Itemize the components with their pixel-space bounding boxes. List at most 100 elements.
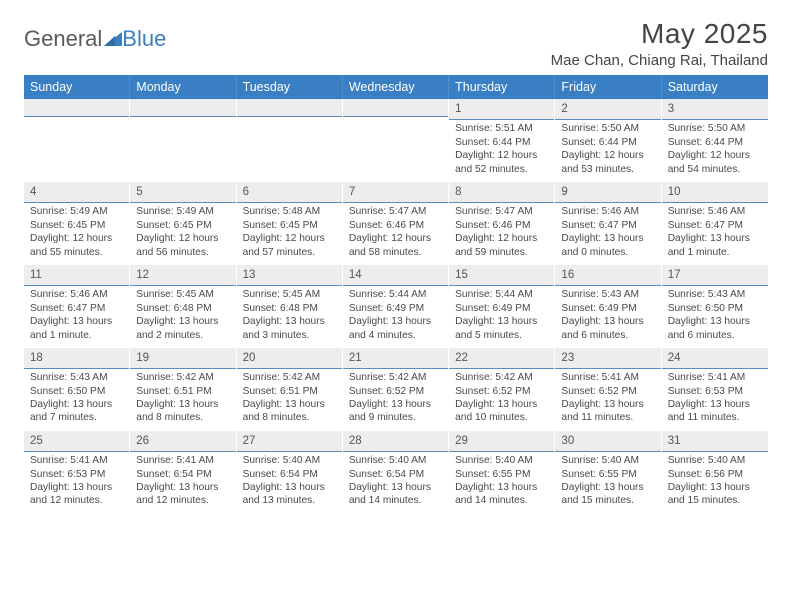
cell-body: Sunrise: 5:40 AMSunset: 6:55 PMDaylight:…	[555, 452, 660, 514]
cell-body: Sunrise: 5:41 AMSunset: 6:52 PMDaylight:…	[555, 369, 660, 431]
calendar-week: 11Sunrise: 5:46 AMSunset: 6:47 PMDayligh…	[24, 265, 768, 348]
cell-body: Sunrise: 5:46 AMSunset: 6:47 PMDaylight:…	[24, 286, 129, 348]
daylight-text: Daylight: 12 hours and 54 minutes.	[668, 149, 762, 176]
daylight-text: Daylight: 13 hours and 9 minutes.	[349, 398, 442, 425]
month-title: May 2025	[551, 18, 768, 50]
sunrise-text: Sunrise: 5:50 AM	[668, 122, 762, 135]
sunrise-text: Sunrise: 5:46 AM	[668, 205, 762, 218]
sunrise-text: Sunrise: 5:41 AM	[136, 454, 229, 467]
weekday-thursday: Thursday	[449, 75, 555, 99]
calendar-cell	[130, 99, 236, 182]
daylight-text: Daylight: 12 hours and 53 minutes.	[561, 149, 654, 176]
calendar-week: 25Sunrise: 5:41 AMSunset: 6:53 PMDayligh…	[24, 431, 768, 514]
daylight-text: Daylight: 12 hours and 57 minutes.	[243, 232, 336, 259]
weekday-sunday: Sunday	[24, 75, 130, 99]
day-number: 28	[343, 431, 448, 452]
day-number: 15	[449, 265, 554, 286]
day-number: 12	[130, 265, 235, 286]
sunrise-text: Sunrise: 5:42 AM	[455, 371, 548, 384]
calendar-cell: 22Sunrise: 5:42 AMSunset: 6:52 PMDayligh…	[449, 348, 555, 431]
daylight-text: Daylight: 12 hours and 59 minutes.	[455, 232, 548, 259]
weekday-tuesday: Tuesday	[237, 75, 343, 99]
day-number: 20	[237, 348, 342, 369]
sunset-text: Sunset: 6:47 PM	[668, 219, 762, 232]
sunset-text: Sunset: 6:48 PM	[243, 302, 336, 315]
sunrise-text: Sunrise: 5:47 AM	[455, 205, 548, 218]
title-block: May 2025 Mae Chan, Chiang Rai, Thailand	[551, 18, 768, 69]
calendar-cell: 6 Sunrise: 5:48 AMSunset: 6:45 PMDaylight…	[237, 182, 343, 265]
day-number: 24	[662, 348, 768, 369]
calendar-cell: 1Sunrise: 5:51 AMSunset: 6:44 PMDaylight…	[449, 99, 555, 182]
calendar-cell: 8 Sunrise: 5:47 AMSunset: 6:46 PMDaylight…	[449, 182, 555, 265]
sunset-text: Sunset: 6:46 PM	[349, 219, 442, 232]
day-number: 14	[343, 265, 448, 286]
sunrise-text: Sunrise: 5:42 AM	[349, 371, 442, 384]
day-number: 22	[449, 348, 554, 369]
calendar-week: 18Sunrise: 5:43 AMSunset: 6:50 PMDayligh…	[24, 348, 768, 431]
sunset-text: Sunset: 6:53 PM	[30, 468, 123, 481]
daylight-text: Daylight: 13 hours and 4 minutes.	[349, 315, 442, 342]
cell-body: Sunrise: 5:43 AMSunset: 6:49 PMDaylight:…	[555, 286, 660, 348]
sunset-text: Sunset: 6:44 PM	[455, 136, 548, 149]
calendar-cell	[343, 99, 449, 182]
cell-body: Sunrise: 5:40 AMSunset: 6:56 PMDaylight:…	[662, 452, 768, 514]
sunset-text: Sunset: 6:45 PM	[243, 219, 336, 232]
weekday-monday: Monday	[130, 75, 236, 99]
sunrise-text: Sunrise: 5:41 AM	[668, 371, 762, 384]
cell-body: Sunrise: 5:46 AMSunset: 6:47 PMDaylight:…	[555, 203, 660, 265]
daylight-text: Daylight: 13 hours and 11 minutes.	[668, 398, 762, 425]
sunset-text: Sunset: 6:46 PM	[455, 219, 548, 232]
calendar-week: 1Sunrise: 5:51 AMSunset: 6:44 PMDaylight…	[24, 99, 768, 182]
day-number	[24, 99, 129, 117]
calendar-cell	[24, 99, 130, 182]
sunset-text: Sunset: 6:52 PM	[561, 385, 654, 398]
cell-body: Sunrise: 5:40 AMSunset: 6:54 PMDaylight:…	[237, 452, 342, 514]
daylight-text: Daylight: 13 hours and 6 minutes.	[668, 315, 762, 342]
calendar-cell: 25Sunrise: 5:41 AMSunset: 6:53 PMDayligh…	[24, 431, 130, 514]
day-number: 7	[343, 182, 448, 203]
day-number: 29	[449, 431, 554, 452]
daylight-text: Daylight: 13 hours and 12 minutes.	[136, 481, 229, 508]
sunrise-text: Sunrise: 5:48 AM	[243, 205, 336, 218]
cell-body: Sunrise: 5:41 AMSunset: 6:53 PMDaylight:…	[24, 452, 129, 514]
sunrise-text: Sunrise: 5:43 AM	[668, 288, 762, 301]
cell-body: Sunrise: 5:46 AMSunset: 6:47 PMDaylight:…	[662, 203, 768, 265]
calendar-cell: 19Sunrise: 5:42 AMSunset: 6:51 PMDayligh…	[130, 348, 236, 431]
cell-body: Sunrise: 5:41 AMSunset: 6:53 PMDaylight:…	[662, 369, 768, 431]
cell-body	[24, 117, 129, 173]
calendar-cell: 23Sunrise: 5:41 AMSunset: 6:52 PMDayligh…	[555, 348, 661, 431]
cell-body: Sunrise: 5:49 AMSunset: 6:45 PMDaylight:…	[24, 203, 129, 265]
sunrise-text: Sunrise: 5:43 AM	[561, 288, 654, 301]
day-number	[237, 99, 342, 117]
sunset-text: Sunset: 6:47 PM	[561, 219, 654, 232]
calendar-cell: 30Sunrise: 5:40 AMSunset: 6:55 PMDayligh…	[555, 431, 661, 514]
day-number: 8	[449, 182, 554, 203]
day-number: 21	[343, 348, 448, 369]
weeks-container: 1Sunrise: 5:51 AMSunset: 6:44 PMDaylight…	[24, 99, 768, 514]
sunset-text: Sunset: 6:47 PM	[30, 302, 123, 315]
cell-body: Sunrise: 5:40 AMSunset: 6:54 PMDaylight:…	[343, 452, 448, 514]
logo-text-general: General	[24, 26, 102, 52]
cell-body: Sunrise: 5:51 AMSunset: 6:44 PMDaylight:…	[449, 120, 554, 182]
logo-triangle-icon	[104, 26, 122, 52]
day-number: 17	[662, 265, 768, 286]
logo: General Blue	[24, 26, 166, 52]
sunset-text: Sunset: 6:50 PM	[668, 302, 762, 315]
day-number: 5	[130, 182, 235, 203]
daylight-text: Daylight: 13 hours and 2 minutes.	[136, 315, 229, 342]
day-number: 4	[24, 182, 129, 203]
calendar-cell: 17 Sunrise: 5:43 AMSunset: 6:50 PMDayligh…	[662, 265, 768, 348]
daylight-text: Daylight: 13 hours and 8 minutes.	[243, 398, 336, 425]
cell-body: Sunrise: 5:50 AMSunset: 6:44 PMDaylight:…	[555, 120, 660, 182]
daylight-text: Daylight: 13 hours and 14 minutes.	[455, 481, 548, 508]
cell-body: Sunrise: 5:45 AMSunset: 6:48 PMDaylight:…	[130, 286, 235, 348]
sunset-text: Sunset: 6:52 PM	[349, 385, 442, 398]
daylight-text: Daylight: 13 hours and 15 minutes.	[668, 481, 762, 508]
calendar-cell: 28Sunrise: 5:40 AMSunset: 6:54 PMDayligh…	[343, 431, 449, 514]
day-number: 6	[237, 182, 342, 203]
day-number: 13	[237, 265, 342, 286]
calendar-cell: 12Sunrise: 5:45 AMSunset: 6:48 PMDayligh…	[130, 265, 236, 348]
calendar-cell: 21 Sunrise: 5:42 AMSunset: 6:52 PMDayligh…	[343, 348, 449, 431]
sunrise-text: Sunrise: 5:46 AM	[561, 205, 654, 218]
calendar-cell: 20Sunrise: 5:42 AMSunset: 6:51 PMDayligh…	[237, 348, 343, 431]
